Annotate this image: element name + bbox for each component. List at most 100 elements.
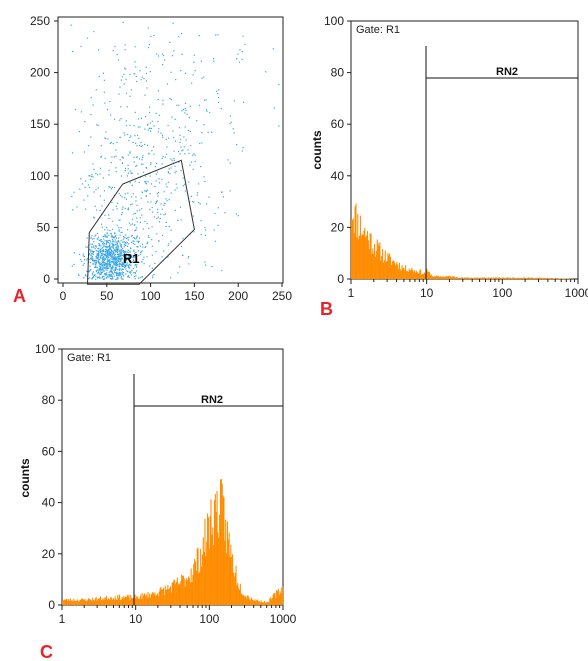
- scatter-point: [92, 274, 94, 276]
- scatter-point: [124, 264, 126, 266]
- scatter-point: [115, 256, 117, 258]
- scatter-point: [93, 263, 95, 265]
- histogram-bar: [532, 278, 534, 279]
- histogram-bar: [447, 276, 449, 279]
- scatter-point: [149, 111, 151, 114]
- histogram-bar: [507, 277, 509, 279]
- scatter-point: [166, 200, 168, 202]
- scatter-point: [133, 161, 135, 163]
- histogram-bar: [498, 277, 500, 279]
- scatter-point: [148, 153, 150, 155]
- y-tick-label: 60: [331, 117, 345, 131]
- histogram-bar: [512, 277, 514, 279]
- scatter-point: [91, 272, 94, 274]
- scatter-point: [154, 185, 156, 188]
- scatter-point: [105, 248, 107, 250]
- scatter-point: [173, 136, 175, 139]
- histogram-bar: [164, 585, 166, 605]
- scatter-point: [117, 240, 119, 242]
- scatter-point: [135, 275, 137, 277]
- scatter-point: [114, 266, 116, 268]
- histogram-bar: [230, 544, 232, 605]
- histogram-bar: [206, 541, 208, 605]
- scatter-point: [178, 104, 180, 106]
- histogram-bar: [433, 276, 435, 279]
- histogram-bar: [250, 599, 252, 605]
- scatter-point: [96, 124, 98, 126]
- histogram-bar: [491, 277, 493, 279]
- scatter-point: [73, 191, 75, 193]
- scatter-point: [104, 229, 106, 231]
- scatter-point: [116, 224, 118, 226]
- histogram-bar: [459, 277, 461, 279]
- scatter-point: [141, 250, 143, 252]
- scatter-point: [106, 235, 108, 237]
- histogram-bar: [214, 493, 216, 605]
- scatter-point: [168, 199, 170, 201]
- scatter-point: [77, 273, 80, 275]
- scatter-point: [173, 150, 175, 152]
- scatter-point: [167, 181, 169, 183]
- scatter-point: [145, 66, 147, 68]
- histogram-bar: [129, 599, 131, 605]
- scatter-point: [133, 73, 135, 75]
- histogram-bar: [112, 599, 114, 605]
- histogram-bar: [375, 250, 377, 279]
- histogram-bar: [152, 592, 154, 605]
- scatter-point: [164, 156, 166, 158]
- histogram-bar: [82, 599, 84, 605]
- scatter-point: [128, 243, 130, 245]
- scatter-point: [95, 245, 97, 247]
- histogram-bar: [186, 577, 188, 605]
- histogram-bar: [554, 278, 556, 279]
- scatter-point: [162, 136, 164, 138]
- scatter-point: [70, 24, 72, 26]
- scatter-point: [118, 250, 120, 252]
- histogram-bar: [511, 278, 513, 279]
- scatter-point: [135, 251, 137, 253]
- histogram-bar: [506, 277, 508, 279]
- scatter-point: [121, 264, 123, 266]
- scatter-point: [122, 278, 124, 280]
- histogram-bar: [360, 235, 362, 279]
- scatter-point: [92, 252, 94, 254]
- scatter-point: [146, 256, 148, 258]
- histogram-bar: [413, 270, 416, 279]
- scatter-point: [120, 272, 122, 274]
- scatter-point: [106, 246, 108, 248]
- scatter-point: [109, 229, 111, 232]
- scatter-point: [101, 249, 103, 251]
- histogram-bar: [223, 497, 225, 605]
- scatter-point: [105, 242, 108, 244]
- scatter-point: [167, 171, 169, 173]
- scatter-point: [232, 128, 234, 130]
- histogram-bar: [547, 278, 549, 279]
- scatter-point: [98, 239, 100, 241]
- scatter-point: [129, 222, 131, 224]
- scatter-point: [229, 123, 231, 125]
- scatter-point: [198, 104, 201, 106]
- scatter-point: [217, 96, 220, 99]
- scatter-point: [114, 269, 117, 271]
- histogram-bar: [491, 278, 494, 279]
- histogram-bar: [197, 547, 199, 605]
- scatter-point: [136, 80, 138, 83]
- scatter-point: [113, 237, 115, 239]
- scatter-point: [112, 241, 114, 243]
- scatter-point: [126, 242, 129, 244]
- histogram-bar: [557, 278, 559, 279]
- scatter-point: [99, 267, 101, 269]
- histogram-bar: [467, 277, 469, 279]
- scatter-point: [129, 95, 131, 97]
- scatter-point: [109, 244, 111, 246]
- scatter-point: [115, 248, 117, 250]
- histogram-bar: [460, 277, 462, 279]
- scatter-point: [90, 262, 92, 264]
- scatter-point: [110, 252, 112, 254]
- histogram-bar: [426, 268, 428, 279]
- scatter-point: [171, 116, 173, 118]
- scatter-point: [117, 255, 119, 257]
- scatter-point: [115, 267, 117, 269]
- scatter-point: [132, 142, 134, 144]
- scatter-point: [102, 177, 104, 179]
